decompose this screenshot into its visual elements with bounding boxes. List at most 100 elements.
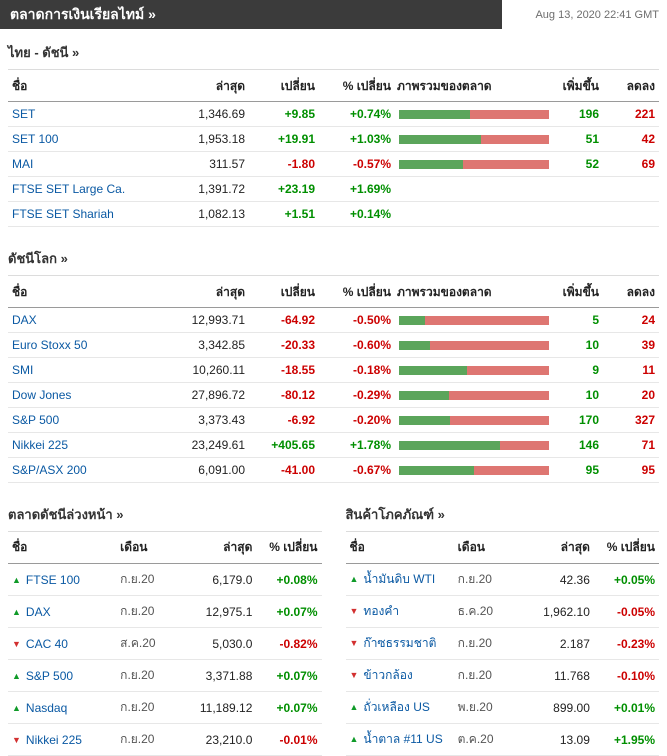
advancers-count: 146 (553, 432, 603, 458)
index-link[interactable]: Euro Stoxx 50 (12, 338, 88, 352)
future-link[interactable]: CAC 40 (25, 636, 68, 651)
col-overview: ภาพรวมของตลาด (395, 70, 553, 102)
advancers-count: 95 (553, 457, 603, 483)
direction-arrow-icon: ▼ (12, 638, 21, 649)
section-title-thai-indices[interactable]: ไทย - ดัชนี » (8, 33, 659, 70)
future-link[interactable]: FTSE 100 (25, 572, 80, 587)
col-declining: ลดลง (603, 70, 659, 102)
table-row: ▲ DAX ก.ย.20 12,975.1 +0.07% (8, 595, 322, 628)
index-link[interactable]: MAI (12, 157, 34, 171)
pct-change-value: +0.07% (256, 595, 322, 628)
index-link[interactable]: Dow Jones (12, 388, 72, 402)
table-row: ▼ ก๊าซธรรมชาติ ก.ย.20 2.187 -0.23% (345, 627, 659, 660)
decliners-count: 69 (603, 151, 659, 177)
commodity-link[interactable]: ข้าวกล้อง (363, 668, 413, 682)
change-value: +23.19 (249, 176, 319, 202)
last-price: 10,260.11 (173, 357, 249, 383)
commodity-link[interactable]: ถั่วเหลือง US (363, 700, 430, 714)
index-futures-panel: ตลาดดัชนีล่วงหน้า » ชื่อ เดือน ล่าสุด % … (8, 495, 322, 756)
last-price: 2.187 (511, 627, 594, 660)
last-price: 1,391.72 (173, 176, 249, 202)
commodities-table: ชื่อ เดือน ล่าสุด % เปลี่ยน ▲ น้ำมันดิบ W… (345, 532, 659, 756)
change-value: -20.33 (249, 332, 319, 358)
market-overview-bar (399, 415, 549, 425)
section-title-index-futures[interactable]: ตลาดดัชนีล่วงหน้า » (8, 495, 322, 532)
future-link[interactable]: S&P 500 (25, 668, 74, 683)
decliners-bar-segment (474, 465, 549, 475)
market-overview-bar (399, 340, 549, 350)
index-link[interactable]: DAX (12, 313, 37, 327)
pct-change-value: +1.69% (319, 176, 395, 202)
last-price: 42.36 (511, 563, 594, 596)
table-row: MAI 311.57 -1.80 -0.57% 52 69 (8, 151, 659, 177)
pct-change-value: -0.23% (593, 627, 659, 660)
last-price: 23,210.0 (174, 723, 257, 756)
future-link[interactable]: DAX (25, 604, 51, 619)
last-price: 3,371.88 (174, 659, 257, 692)
change-value: +1.51 (249, 201, 319, 227)
table-header-row: ชื่อ ล่าสุด เปลี่ยน % เปลี่ยน ภาพรวมของต… (8, 70, 659, 102)
advancers-count: 51 (553, 126, 603, 152)
advancers-count: 196 (553, 101, 603, 127)
section-title-world-indices[interactable]: ดัชนีโลก » (8, 239, 659, 276)
pct-change-value: +0.07% (256, 691, 322, 724)
col-pct-change: % เปลี่ยน (593, 532, 659, 564)
commodity-link[interactable]: น้ำมันดิบ WTI (363, 572, 436, 586)
index-link[interactable]: S&P 500 (12, 413, 60, 427)
index-link[interactable]: FTSE SET Large Ca. (12, 182, 126, 196)
last-price: 5,030.0 (174, 627, 257, 660)
change-value: +19.91 (249, 126, 319, 152)
direction-arrow-icon: ▲ (349, 734, 359, 744)
index-link[interactable]: SET 100 (12, 132, 59, 146)
advancers-bar-segment (399, 134, 482, 144)
market-overview-bar (399, 159, 549, 169)
pct-change-value: -0.10% (593, 659, 659, 692)
future-link[interactable]: Nasdaq (25, 700, 68, 715)
decliners-bar-segment (481, 134, 549, 144)
last-price: 3,373.43 (173, 407, 249, 433)
decliners-bar-segment (499, 440, 549, 450)
page-title: ตลาดการเงินเรียลไทม์ » (10, 5, 156, 22)
world-indices-section: ดัชนีโลก » ชื่อ ล่าสุด เปลี่ยน % เปลี่ยน… (0, 239, 667, 483)
table-header-row: ชื่อ ล่าสุด เปลี่ยน % เปลี่ยน ภาพรวมของต… (8, 276, 659, 308)
table-row: ▼ CAC 40 ส.ค.20 5,030.0 -0.82% (8, 627, 322, 660)
table-row: SET 100 1,953.18 +19.91 +1.03% 51 42 (8, 126, 659, 152)
future-link[interactable]: Nikkei 225 (25, 732, 82, 747)
index-link[interactable]: S&P/ASX 200 (12, 463, 87, 477)
advancers-bar-segment (399, 109, 470, 119)
index-link[interactable]: FTSE SET Shariah (12, 207, 114, 221)
last-price: 12,975.1 (174, 595, 257, 628)
last-price: 6,091.00 (173, 457, 249, 483)
advancers-count: 10 (553, 332, 603, 358)
last-price: 311.57 (173, 151, 249, 177)
thai-indices-table: ชื่อ ล่าสุด เปลี่ยน % เปลี่ยน ภาพรวมของต… (8, 70, 659, 227)
section-title-commodities[interactable]: สินค้าโภคภัณฑ์ » (345, 495, 659, 532)
commodity-link[interactable]: ก๊าซธรรมชาติ (363, 636, 437, 650)
table-row: FTSE SET Shariah 1,082.13 +1.51 +0.14% (8, 201, 659, 227)
index-link[interactable]: SMI (12, 363, 34, 377)
page-title-bar[interactable]: ตลาดการเงินเรียลไทม์ » (0, 0, 502, 29)
table-row: ▲ Nasdaq ก.ย.20 11,189.12 +0.07% (8, 691, 322, 724)
col-last: ล่าสุด (511, 532, 594, 564)
table-header-row: ชื่อ เดือน ล่าสุด % เปลี่ยน (345, 532, 659, 564)
contract-month: ก.ย.20 (116, 595, 175, 628)
commodity-link[interactable]: ทองคำ (363, 604, 400, 618)
pct-change-value: +0.74% (319, 101, 395, 127)
direction-arrow-icon: ▼ (349, 606, 359, 616)
pct-change-value: -0.50% (319, 307, 395, 333)
advancers-bar-segment (399, 340, 430, 350)
index-link[interactable]: SET (12, 107, 36, 121)
last-price: 11,189.12 (174, 691, 257, 724)
change-value: -64.92 (249, 307, 319, 333)
direction-arrow-icon: ▲ (12, 606, 21, 617)
col-name: ชื่อ (8, 276, 173, 308)
table-row: ▼ ข้าวกล้อง ก.ย.20 11.768 -0.10% (345, 659, 659, 692)
col-pct-change: % เปลี่ยน (319, 70, 395, 102)
index-link[interactable]: Nikkei 225 (12, 438, 69, 452)
contract-month: ก.ย.20 (453, 659, 512, 692)
table-row: Euro Stoxx 50 3,342.85 -20.33 -0.60% 10 … (8, 332, 659, 358)
index-futures-table: ชื่อ เดือน ล่าสุด % เปลี่ยน ▲ FTSE 100 ก.… (8, 532, 322, 756)
commodity-link[interactable]: น้ำตาล #11 US (363, 732, 443, 746)
last-price: 13.09 (511, 723, 594, 756)
decliners-count: 42 (603, 126, 659, 152)
